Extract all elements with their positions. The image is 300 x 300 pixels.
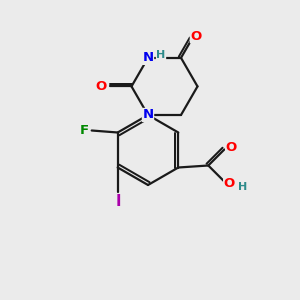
Text: O: O [96, 80, 107, 93]
Text: H: H [156, 50, 166, 60]
Text: O: O [190, 30, 202, 43]
Text: H: H [238, 182, 247, 193]
Text: F: F [80, 124, 89, 137]
Text: I: I [116, 194, 122, 209]
Text: N: N [142, 51, 154, 64]
Text: O: O [226, 141, 237, 154]
Text: O: O [224, 177, 235, 190]
Text: N: N [142, 109, 154, 122]
